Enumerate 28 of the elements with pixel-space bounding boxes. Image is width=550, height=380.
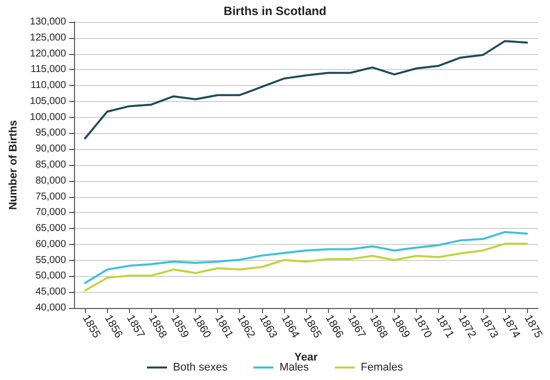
y-tick-label: 100,000 xyxy=(30,112,66,123)
y-tick-label: 45,000 xyxy=(35,286,66,298)
y-tick-label: 55,000 xyxy=(35,254,66,266)
y-tick-label: 90,000 xyxy=(35,144,66,155)
y-axis-title: Number of Births xyxy=(8,120,20,210)
line-series xyxy=(84,40,528,140)
y-tick-label: 70,000 xyxy=(35,207,66,218)
line-series xyxy=(84,242,528,292)
y-tick-label: 60,000 xyxy=(35,238,66,250)
y-tick-label: 80,000 xyxy=(35,175,66,186)
chart-title: Births in Scotland xyxy=(224,4,326,18)
y-tick-label: 75,000 xyxy=(35,191,66,202)
y-tick-label: 50,000 xyxy=(35,270,66,282)
legend-label: Both sexes xyxy=(173,362,228,374)
y-tick-label: 125,000 xyxy=(30,32,66,44)
y-tick-label: 105,000 xyxy=(30,96,66,107)
y-tick-label: 115,000 xyxy=(30,64,66,76)
y-tick-label: 110,000 xyxy=(30,80,66,92)
y-tick-label: 130,000 xyxy=(30,16,66,28)
legend-label: Males xyxy=(279,362,310,374)
line-series xyxy=(84,231,528,284)
y-tick-label: 120,000 xyxy=(30,48,66,60)
y-tick-label: 65,000 xyxy=(35,223,66,234)
y-tick-label: 40,000 xyxy=(35,302,66,314)
legend-label: Females xyxy=(360,362,404,374)
y-tick-label: 95,000 xyxy=(35,128,66,139)
y-tick-label: 85,000 xyxy=(35,160,66,170)
x-axis-title: Year xyxy=(294,352,318,364)
